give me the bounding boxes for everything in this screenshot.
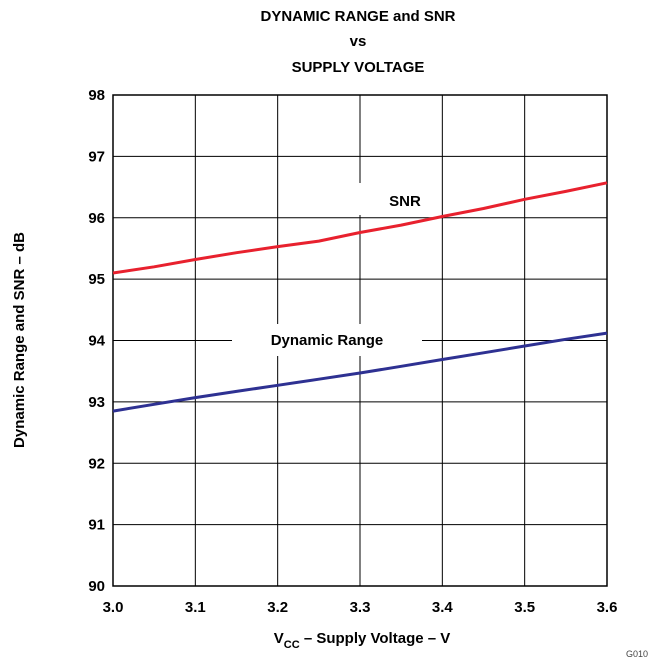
chart-title-line-1: DYNAMIC RANGE and SNR bbox=[260, 8, 455, 25]
y-axis-label: Dynamic Range and SNR – dB bbox=[11, 232, 28, 448]
snr-label-background bbox=[355, 183, 431, 215]
y-tick-label: 91 bbox=[88, 517, 105, 534]
y-tick-label: 96 bbox=[88, 210, 105, 227]
x-axis-label: VCC – Supply Voltage – V bbox=[274, 630, 451, 651]
x-axis-label-rest: – Supply Voltage – V bbox=[300, 630, 451, 647]
x-tick-label: 3.6 bbox=[597, 599, 618, 616]
grid bbox=[112, 94, 608, 587]
y-tick-label: 93 bbox=[88, 394, 105, 411]
series-label-snr: SNR bbox=[389, 193, 421, 210]
plot-frame bbox=[112, 94, 608, 587]
chart-title-line-2: vs bbox=[350, 33, 367, 50]
x-tick-label: 3.3 bbox=[350, 599, 371, 616]
x-tick-label: 3.4 bbox=[432, 599, 454, 616]
series-label-dynamic-range: Dynamic Range bbox=[271, 332, 384, 349]
dynamic-range-label-background bbox=[232, 324, 422, 356]
chart-title-line-3: SUPPLY VOLTAGE bbox=[292, 59, 425, 76]
x-tick-label: 3.2 bbox=[267, 599, 288, 616]
series-group bbox=[112, 181, 608, 413]
y-tick-label: 97 bbox=[88, 148, 105, 165]
y-tick-label: 90 bbox=[88, 578, 105, 595]
x-tick-label: 3.1 bbox=[185, 599, 206, 616]
series-line-dynamic-range bbox=[112, 331, 608, 413]
x-tick-labels: 3.0 3.1 3.2 3.3 3.4 3.5 3.6 bbox=[103, 599, 618, 616]
figure-id: G010 bbox=[626, 649, 648, 658]
x-axis-label-main: V bbox=[274, 630, 284, 647]
y-tick-label: 98 bbox=[88, 87, 105, 104]
y-tick-label: 95 bbox=[88, 271, 105, 288]
x-tick-label: 3.0 bbox=[103, 599, 124, 616]
y-tick-label: 94 bbox=[88, 333, 105, 350]
series-line-snr bbox=[112, 181, 608, 275]
y-tick-labels: 90 91 92 93 94 95 96 97 98 bbox=[88, 87, 105, 595]
x-axis-label-subscript: CC bbox=[284, 639, 300, 651]
x-tick-label: 3.5 bbox=[514, 599, 535, 616]
y-tick-label: 92 bbox=[88, 455, 105, 472]
